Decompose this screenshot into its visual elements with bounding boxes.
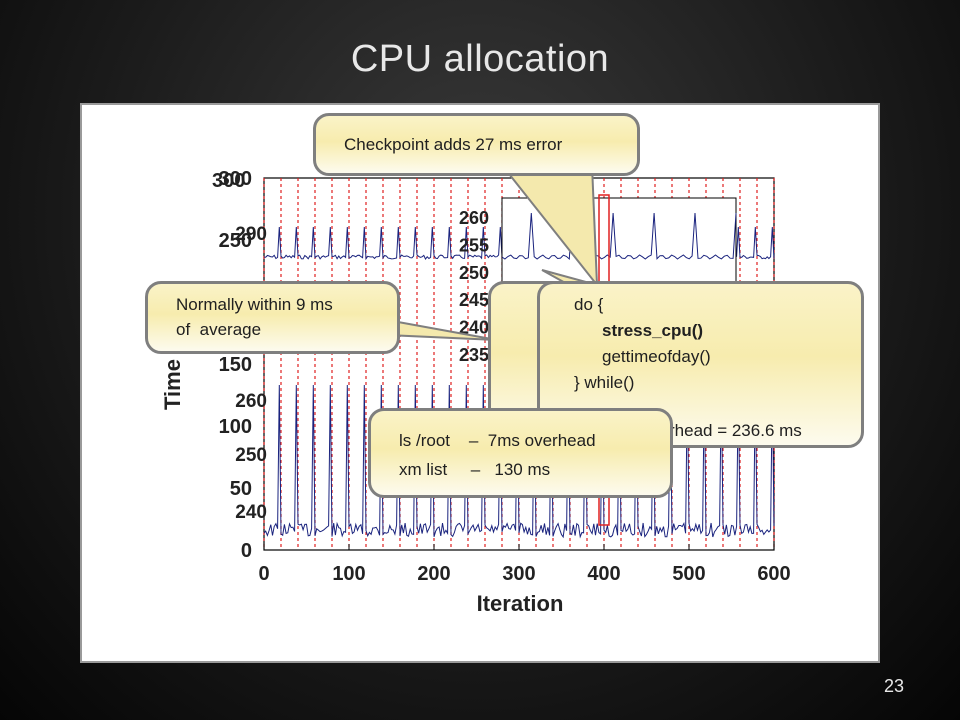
lower-y-tick-label: 250 bbox=[235, 445, 267, 466]
x-tick-label: 400 bbox=[587, 563, 620, 585]
y-tick-label: 50 bbox=[230, 478, 252, 500]
slide-title: CPU allocation bbox=[350, 38, 610, 80]
y-tick-label: 100 bbox=[219, 416, 252, 438]
lower-y-tick-label: 290 bbox=[235, 224, 267, 245]
y-tick-label: 250 bbox=[219, 230, 252, 252]
inset-y-tick-label: 250 bbox=[459, 263, 489, 283]
inset-series-line bbox=[501, 212, 737, 261]
lower-y-axis-ticks: 240 250 260 290 bbox=[235, 224, 267, 523]
inset-y-tick-label: 235 bbox=[459, 345, 489, 365]
x-tick-label: 0 bbox=[258, 563, 269, 585]
lower-y-tick-label: 260 bbox=[235, 391, 267, 412]
y-tick-label: 150 bbox=[219, 354, 252, 376]
code-callout: do { stress_cpu() gettimeofday() } while… bbox=[537, 281, 864, 448]
inset-y-tick-label: 260 bbox=[459, 208, 489, 228]
x-tick-label: 100 bbox=[332, 563, 365, 585]
inset-y-axis-ticks: 235 240 245 250 255 260 bbox=[459, 208, 489, 365]
ls-overhead-line1: ls /root – 7ms overhead bbox=[399, 431, 596, 450]
main-series-lower bbox=[263, 384, 775, 539]
code-line-overhead: rhead = 236.6 ms bbox=[669, 421, 802, 440]
lower-series-line bbox=[263, 384, 775, 539]
y-tick-300-overlay: 300 bbox=[212, 170, 245, 192]
x-axis-label: Iteration bbox=[477, 591, 564, 616]
inset-y-tick-label: 240 bbox=[459, 318, 489, 338]
ls-overhead-callout: ls /root – 7ms overhead xm list – 130 ms bbox=[368, 408, 673, 498]
normal-range-line2: of average bbox=[176, 320, 262, 339]
code-line-gettimeofday: gettimeofday() bbox=[602, 347, 711, 366]
x-tick-label: 300 bbox=[502, 563, 535, 585]
normal-range-callout: Normally within 9 ms of average bbox=[145, 281, 400, 354]
y-tick-label: 300 bbox=[219, 168, 252, 190]
x-tick-label: 200 bbox=[417, 563, 450, 585]
x-tick-label: 600 bbox=[757, 563, 790, 585]
code-line-stress: stress_cpu() bbox=[602, 321, 704, 340]
checkpoint-callout: Checkpoint adds 27 ms error bbox=[313, 113, 640, 176]
y-tick-label: 0 bbox=[241, 540, 252, 562]
code-line-while: } while() bbox=[574, 373, 635, 392]
x-tick-label: 500 bbox=[672, 563, 705, 585]
y-axis-ticks: 0 50 100 150 250 300 bbox=[219, 168, 252, 562]
checkpoint-callout-text: Checkpoint adds 27 ms error bbox=[344, 135, 563, 154]
lower-y-tick-label: 240 bbox=[235, 502, 267, 523]
ls-overhead-line2: xm list – 130 ms bbox=[399, 460, 551, 479]
inset-y-tick-label: 255 bbox=[459, 235, 489, 255]
slide-number: 23 bbox=[883, 676, 904, 696]
x-axis-ticks: 0 100 200 300 400 500 600 bbox=[258, 544, 791, 585]
inset-y-tick-label: 245 bbox=[459, 290, 489, 310]
normal-range-line1: Normally within 9 ms bbox=[176, 295, 333, 314]
inset-series bbox=[501, 212, 737, 261]
code-line-do: do { bbox=[574, 295, 604, 314]
